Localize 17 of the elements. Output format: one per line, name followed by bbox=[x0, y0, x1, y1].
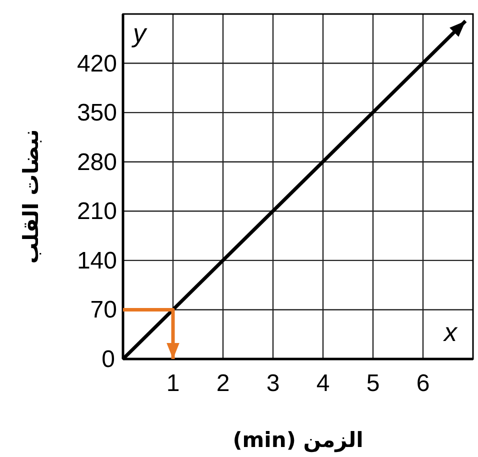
y-tick-label: 210 bbox=[76, 198, 117, 226]
y-tick-label: 350 bbox=[76, 100, 117, 127]
y-tick-label: 420 bbox=[76, 50, 117, 78]
x-tick-label: 5 bbox=[366, 370, 380, 397]
x-tick-label: 3 bbox=[266, 370, 280, 397]
x-tick-label: 1 bbox=[166, 370, 180, 397]
x-axis-title: الزمن (min) bbox=[232, 428, 364, 453]
annotation: x bbox=[442, 317, 458, 347]
y-tick-label: 280 bbox=[76, 148, 117, 176]
y-axis-title: نبضات القلب bbox=[19, 129, 43, 264]
y-tick-label: 70 bbox=[90, 296, 117, 324]
x-tick-label: 2 bbox=[216, 370, 230, 397]
x-tick-label: 6 bbox=[416, 370, 430, 397]
x-tick-label: 4 bbox=[316, 370, 330, 397]
y-tick-label: 0 bbox=[102, 346, 115, 373]
annotation: y bbox=[131, 18, 148, 48]
y-tick-label: 140 bbox=[76, 247, 117, 274]
